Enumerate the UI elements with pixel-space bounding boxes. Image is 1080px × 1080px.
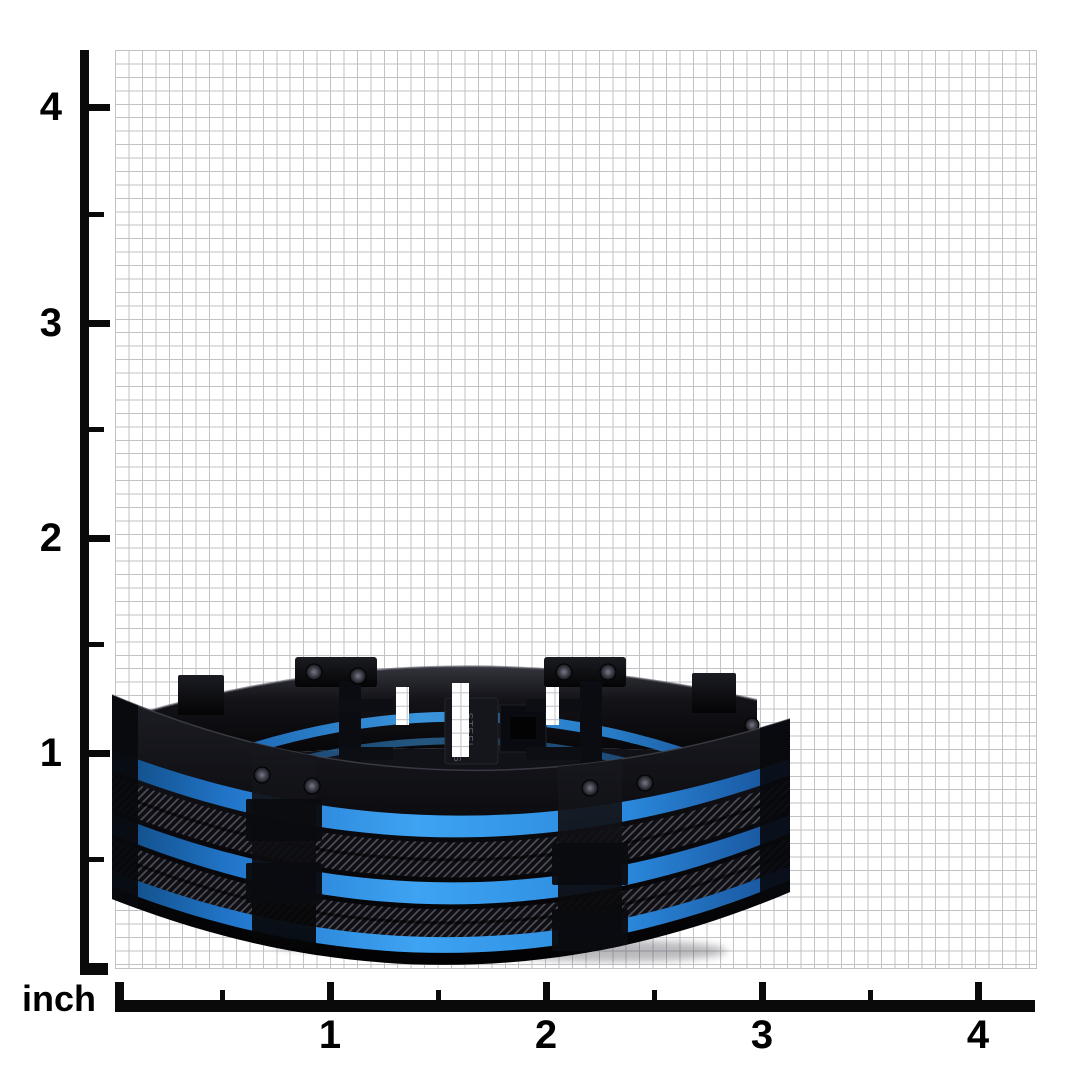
vertical-ruler-label: 2 — [39, 516, 62, 560]
vertical-ruler-label: 3 — [39, 301, 62, 345]
horizontal-tick-1 — [327, 982, 334, 1000]
bracelet-front-face — [112, 694, 790, 965]
screw-icon — [305, 663, 323, 681]
horizontal-ruler-label: 2 — [534, 1013, 558, 1057]
horizontal-ruler-zero-tick — [115, 982, 124, 1012]
open-slots — [396, 683, 559, 757]
unit-label: inch — [22, 978, 97, 1019]
bracelet-photo: STAINLESS STEEL — [112, 657, 790, 965]
horizontal-tick-minor — [436, 990, 441, 1000]
horizontal-ruler-label: 4 — [966, 1013, 990, 1057]
horizontal-ruler-label: 1 — [318, 1013, 342, 1057]
screw-icon — [581, 779, 599, 797]
vertical-tick-2 — [89, 535, 110, 542]
vertical-tick-minor — [89, 212, 104, 217]
screw-icon — [555, 663, 573, 681]
vertical-ruler-label: 4 — [39, 85, 62, 129]
end-cap-right — [760, 703, 790, 943]
screw-icon — [636, 774, 654, 792]
horizontal-tick-4 — [975, 982, 982, 1000]
horizontal-tick-minor — [868, 990, 873, 1000]
clasp-box — [499, 704, 547, 753]
hinge-link-left — [295, 657, 393, 765]
horizontal-ruler-label: 3 — [750, 1013, 774, 1057]
horizontal-tick-2 — [543, 982, 550, 1000]
vertical-tick-minor — [89, 857, 104, 862]
vertical-tick-4 — [89, 104, 110, 111]
vertical-tick-minor — [89, 427, 104, 432]
screw-icon — [599, 663, 617, 681]
vertical-tick-minor — [89, 642, 104, 647]
horizontal-ruler-bar — [115, 1000, 1035, 1012]
screw-icon — [349, 667, 367, 685]
screw-icon — [303, 777, 321, 795]
vertical-ruler-bar — [80, 50, 89, 975]
vertical-ruler-zero-foot — [80, 963, 108, 975]
vertical-ruler-label: 1 — [39, 731, 62, 775]
screw-icon — [253, 766, 271, 784]
vertical-tick-1 — [89, 750, 110, 757]
horizontal-tick-3 — [759, 982, 766, 1000]
horizontal-tick-minor — [220, 990, 225, 1000]
vertical-tick-3 — [89, 320, 110, 327]
horizontal-tick-minor — [652, 990, 657, 1000]
end-cap-left — [112, 695, 138, 953]
